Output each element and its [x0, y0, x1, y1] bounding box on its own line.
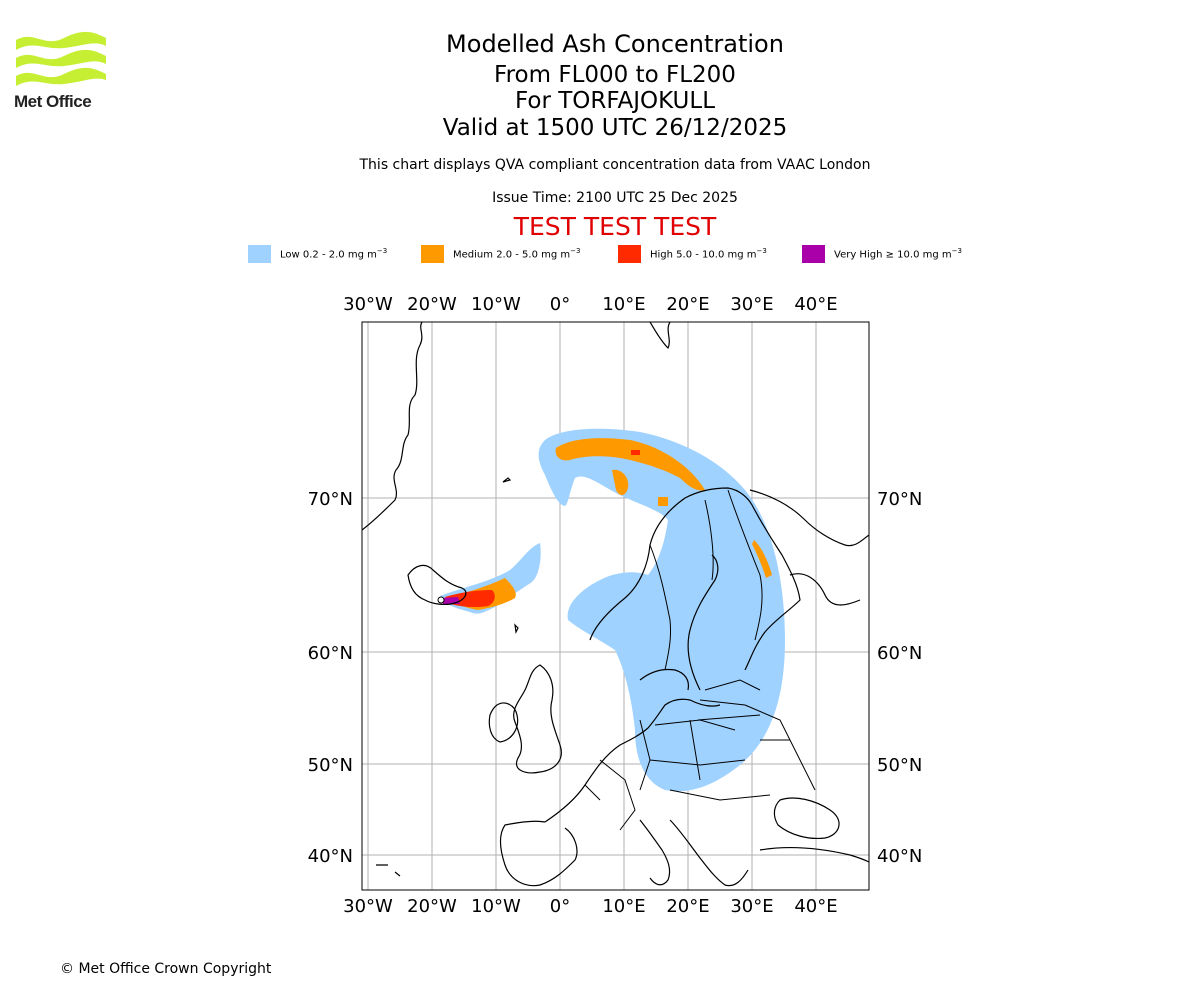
latitude-label: 40°N — [308, 846, 353, 867]
ash-medium-east — [752, 540, 772, 578]
latitude-labels-right: 70°N 60°N 50°N 40°N — [877, 489, 922, 867]
latitude-label: 40°N — [877, 846, 922, 867]
ash-low-plume-main — [538, 428, 785, 792]
ash-medium-north-blob2 — [658, 497, 668, 506]
longitude-label: 10°W — [471, 896, 521, 917]
coastline-great-britain — [513, 664, 562, 774]
legend-swatch-medium — [421, 245, 444, 263]
coastline-greenland — [362, 322, 423, 531]
longitude-label: 20°E — [666, 294, 709, 315]
coastline-jan-mayen — [502, 477, 512, 483]
issue-time: Issue Time: 2100 UTC 25 Dec 2025 — [492, 190, 738, 206]
coastline-ireland — [488, 702, 519, 743]
longitude-label: 10°W — [471, 294, 521, 315]
legend-swatch-high — [618, 245, 641, 263]
coastline-azores — [376, 864, 401, 877]
volcano-name: For TORFAJOKULL — [514, 88, 716, 114]
border-finland-russia — [727, 489, 763, 641]
coastline-black-sea — [773, 797, 840, 840]
latitude-label: 50°N — [308, 755, 353, 776]
border-norway-sweden — [649, 544, 671, 671]
coastline-white-sea — [789, 573, 861, 606]
legend-swatch-very-high — [802, 245, 825, 263]
longitude-label: 30°E — [730, 294, 773, 315]
longitude-label: 20°W — [407, 896, 457, 917]
border-eastern-europe — [744, 704, 816, 791]
coastline-kola — [749, 489, 869, 547]
ash-medium-north-blob — [612, 469, 629, 496]
coastline-iberia — [499, 820, 578, 887]
chart-title: Modelled Ash Concentration — [446, 30, 784, 58]
valid-time: Valid at 1500 UTC 26/12/2025 — [442, 115, 788, 141]
longitude-label: 30°W — [343, 896, 393, 917]
longitude-label: 40°E — [794, 294, 837, 315]
latitude-labels-left: 70°N 60°N 50°N 40°N — [308, 489, 353, 867]
latitude-label: 60°N — [877, 643, 922, 664]
legend-item-medium: Medium 2.0 - 5.0 mg m−3 — [421, 244, 581, 264]
legend-item-low: Low 0.2 - 2.0 mg m−3 — [248, 244, 387, 264]
chart-subtitle: This chart displays QVA compliant concen… — [359, 157, 871, 173]
longitude-label: 10°E — [602, 294, 645, 315]
legend-swatch-low — [248, 245, 271, 263]
longitude-label: 10°E — [602, 896, 645, 917]
coastline-scandinavia — [589, 487, 801, 671]
legend-item-very-high: Very High ≥ 10.0 mg m−3 — [802, 244, 962, 264]
logo-wordmark: Met Office — [14, 92, 92, 111]
border-central-europe — [639, 719, 771, 801]
coastline-faroe — [514, 623, 519, 634]
border-baltics — [697, 679, 761, 721]
map-frame — [361, 321, 870, 891]
latitude-label: 70°N — [877, 489, 922, 510]
legend-item-high: High 5.0 - 10.0 mg m−3 — [618, 244, 767, 264]
longitude-label: 0° — [550, 294, 570, 315]
graticule — [362, 322, 869, 890]
longitude-labels-top: 30°W 20°W 10°W 0° 10°E 20°E 30°E 40°E — [343, 294, 837, 315]
latitude-label: 60°N — [308, 643, 353, 664]
longitude-labels-bottom: 30°W 20°W 10°W 0° 10°E 20°E 30°E 40°E — [343, 896, 837, 917]
ash-medium-north — [555, 438, 705, 491]
coastline-italy — [639, 819, 671, 886]
border-sweden-finland — [704, 499, 714, 581]
copyright-notice: © Met Office Crown Copyright — [60, 961, 272, 977]
coastline-sweden-south — [639, 668, 690, 691]
latitude-label: 50°N — [877, 755, 922, 776]
longitude-label: 30°W — [343, 294, 393, 315]
coastline-balkans — [669, 819, 749, 887]
longitude-label: 30°E — [730, 896, 773, 917]
coastline-turkey — [759, 846, 869, 863]
longitude-label: 20°W — [407, 294, 457, 315]
latitude-label: 70°N — [308, 489, 353, 510]
met-office-logo — [14, 30, 110, 112]
test-banner: TEST TEST TEST — [513, 212, 717, 241]
border-western-europe — [584, 759, 636, 831]
ash-high-north-spot — [631, 450, 640, 455]
flight-level-range: From FL000 to FL200 — [494, 62, 736, 88]
coastline-iceland — [407, 564, 467, 606]
country-borders — [584, 489, 816, 831]
longitude-label: 40°E — [794, 896, 837, 917]
volcano-marker — [437, 596, 445, 604]
coastline-baltic — [687, 554, 719, 691]
longitude-label: 20°E — [666, 896, 709, 917]
ash-very-high-source — [441, 597, 460, 604]
longitude-label: 0° — [550, 896, 570, 917]
coastline-svalbard — [649, 322, 671, 350]
